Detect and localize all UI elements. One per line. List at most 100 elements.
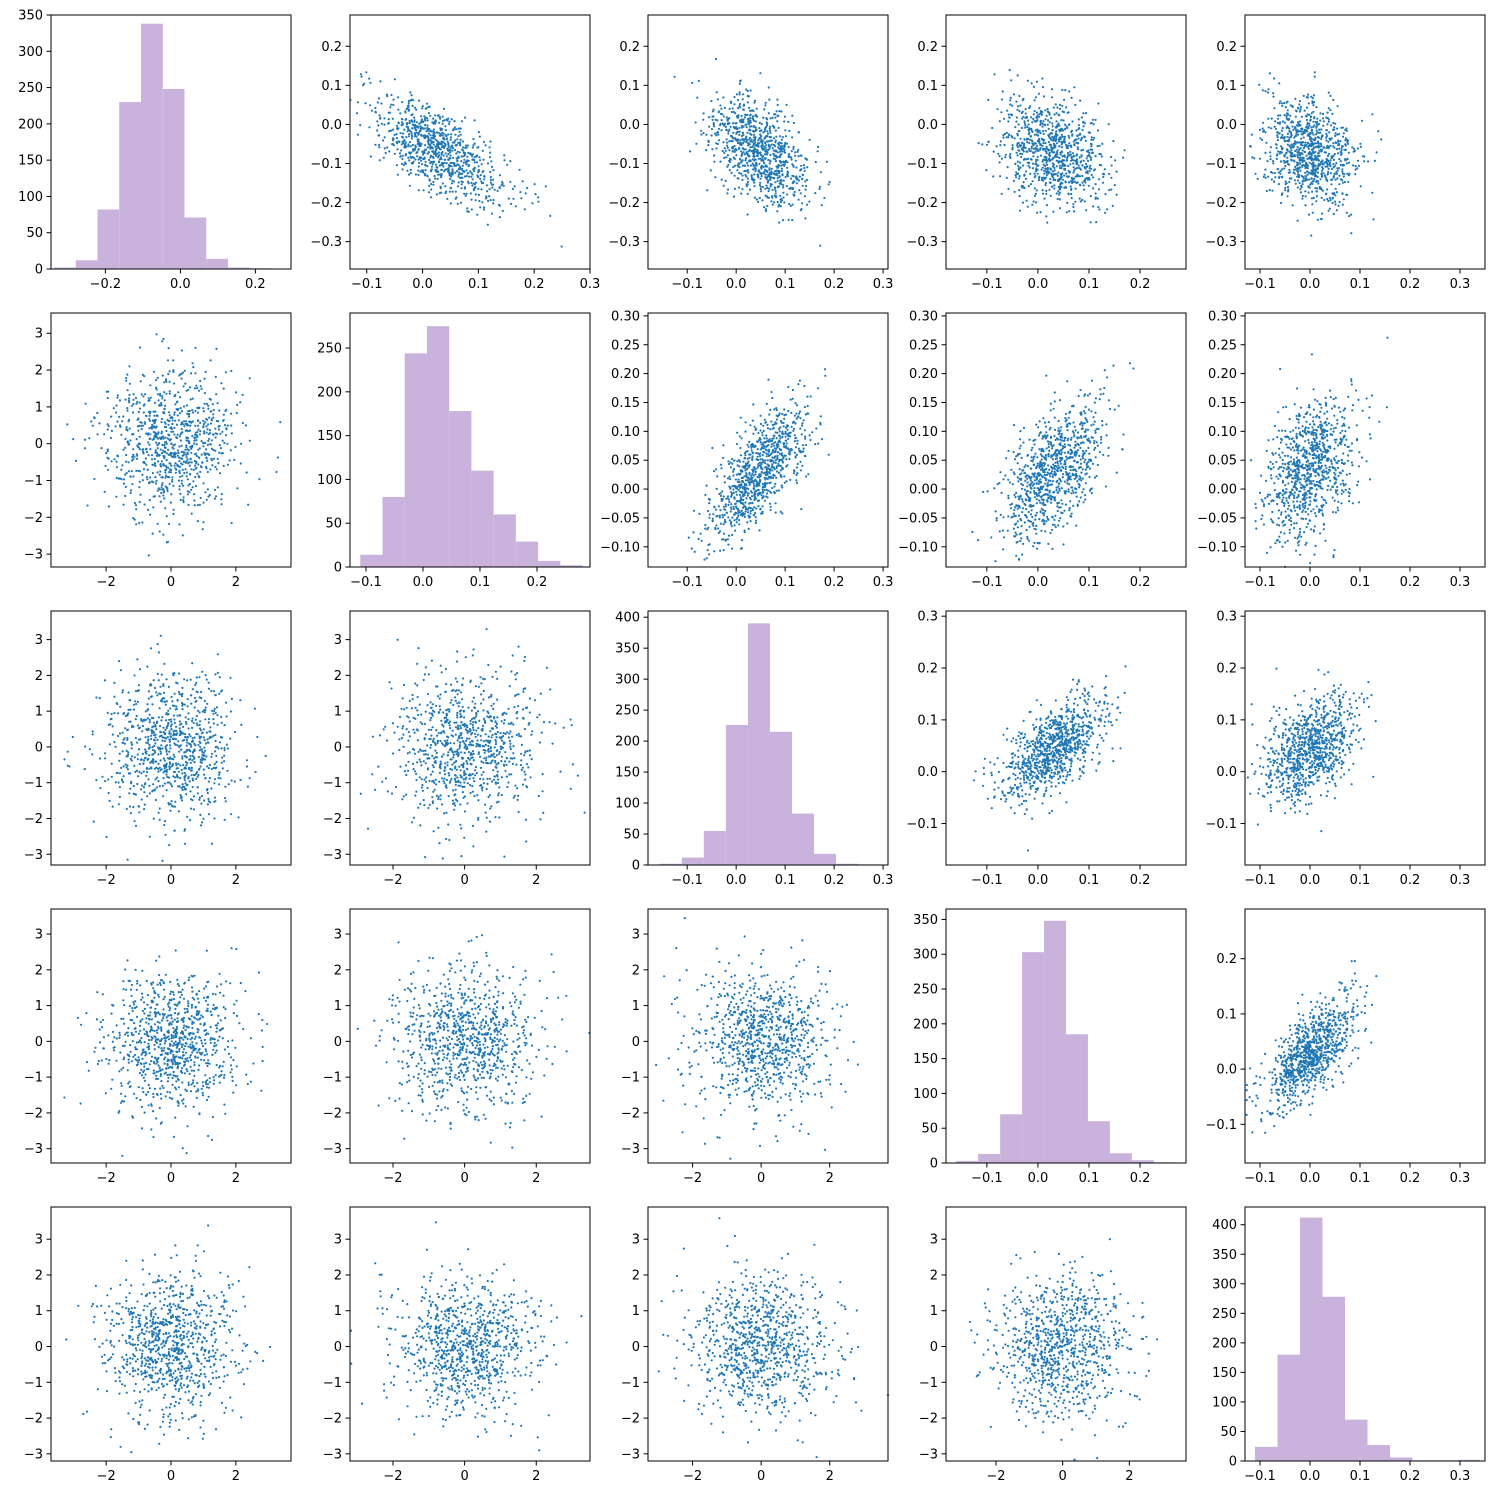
scatter-point	[159, 500, 162, 503]
scatter-point	[1058, 207, 1062, 210]
scatter-point	[400, 121, 403, 124]
scatter-point	[122, 503, 125, 506]
scatter-point	[765, 434, 768, 437]
scatter-point	[1299, 152, 1302, 155]
scatter-point	[158, 473, 161, 476]
scatter-point	[537, 200, 540, 203]
scatter-point	[1097, 188, 1101, 191]
scatter-point	[1023, 157, 1026, 161]
scatter-point	[185, 471, 188, 474]
scatter-point	[86, 504, 89, 507]
scatter-point	[1375, 151, 1378, 154]
scatter-point	[409, 91, 412, 94]
scatter-point	[115, 466, 118, 469]
scatter-point	[1312, 120, 1315, 123]
scatter-point	[193, 453, 196, 456]
scatter-point	[478, 199, 481, 203]
scatter-point	[773, 201, 776, 204]
scatter-point	[481, 201, 484, 204]
scatter-point	[799, 460, 802, 463]
scatter-point	[460, 176, 463, 179]
scatter-point	[428, 158, 431, 162]
scatter-point	[770, 200, 773, 203]
scatter-point	[743, 164, 746, 167]
scatter-point	[1291, 125, 1294, 128]
scatter-point	[767, 179, 770, 182]
scatter-point	[492, 202, 495, 205]
scatter-point	[110, 429, 113, 432]
scatter-point	[520, 197, 523, 200]
scatter-point	[409, 151, 412, 155]
scatter-point	[783, 115, 787, 118]
scatter-point	[413, 119, 416, 122]
scatter-point	[1021, 164, 1025, 167]
scatter-point	[733, 174, 736, 177]
scatter-point	[790, 177, 793, 180]
scatter-point	[1058, 130, 1061, 133]
scatter-point	[745, 151, 748, 154]
scatter-point	[732, 474, 735, 477]
scatter-point	[420, 159, 423, 162]
scatter-point	[1359, 142, 1362, 145]
scatter-point	[805, 178, 809, 181]
scatter-point	[776, 177, 779, 180]
scatter-point	[463, 192, 466, 195]
scatter-point	[740, 192, 743, 195]
scatter-point	[190, 512, 193, 515]
scatter-point	[779, 194, 782, 197]
y-tick-label: −0.1	[310, 157, 342, 172]
scatter-point	[1290, 149, 1293, 152]
scatter-point	[814, 192, 817, 195]
scatter-point	[1014, 162, 1017, 165]
scatter-point	[1069, 150, 1072, 153]
scatter-point	[248, 439, 251, 442]
scatter-point	[149, 513, 152, 516]
scatter-point	[153, 458, 156, 461]
scatter-point	[1048, 121, 1051, 124]
scatter-point	[125, 379, 128, 382]
scatter-point	[1301, 197, 1304, 200]
scatter-point	[217, 428, 221, 431]
scatter-point	[1021, 201, 1025, 204]
scatter-point	[753, 506, 756, 509]
scatter-point	[749, 132, 752, 135]
scatter-point	[402, 132, 405, 135]
scatter-point	[750, 109, 753, 112]
scatter-point	[153, 401, 157, 404]
scatter-point	[164, 404, 167, 407]
scatter-point	[1072, 169, 1076, 172]
scatter-point	[1338, 174, 1341, 177]
scatter-point	[396, 148, 399, 151]
scatter-point	[1007, 136, 1010, 139]
scatter-point	[1005, 176, 1008, 179]
scatter-point	[1044, 181, 1047, 185]
scatter-point	[451, 168, 454, 171]
scatter-point	[140, 427, 143, 431]
scatter-point	[1046, 170, 1049, 173]
scatter-point	[1306, 164, 1309, 167]
scatter-point	[1081, 181, 1084, 184]
scatter-point	[797, 179, 801, 182]
y-tick-label: 3	[35, 327, 43, 342]
scatter-point	[168, 392, 171, 395]
scatter-point	[1284, 160, 1287, 163]
hist-bar	[471, 470, 494, 567]
x-tick-label: −0.2	[90, 277, 122, 292]
scatter-point	[993, 73, 996, 76]
scatter-point	[368, 126, 371, 129]
scatter-point	[165, 392, 168, 395]
scatter-point	[356, 133, 359, 136]
scatter-point	[430, 182, 433, 186]
scatter-point	[1088, 178, 1091, 181]
scatter-point	[1000, 157, 1004, 160]
scatter-point	[247, 503, 250, 506]
scatter-point	[447, 122, 451, 125]
scatter-point	[760, 129, 763, 132]
scatter-point	[730, 171, 733, 175]
scatter-point	[1320, 217, 1323, 221]
scatter-point	[1067, 175, 1070, 178]
scatter-point	[455, 128, 458, 131]
scatter-point	[208, 416, 211, 419]
scatter-point	[452, 180, 455, 183]
scatter-point	[1061, 88, 1064, 92]
